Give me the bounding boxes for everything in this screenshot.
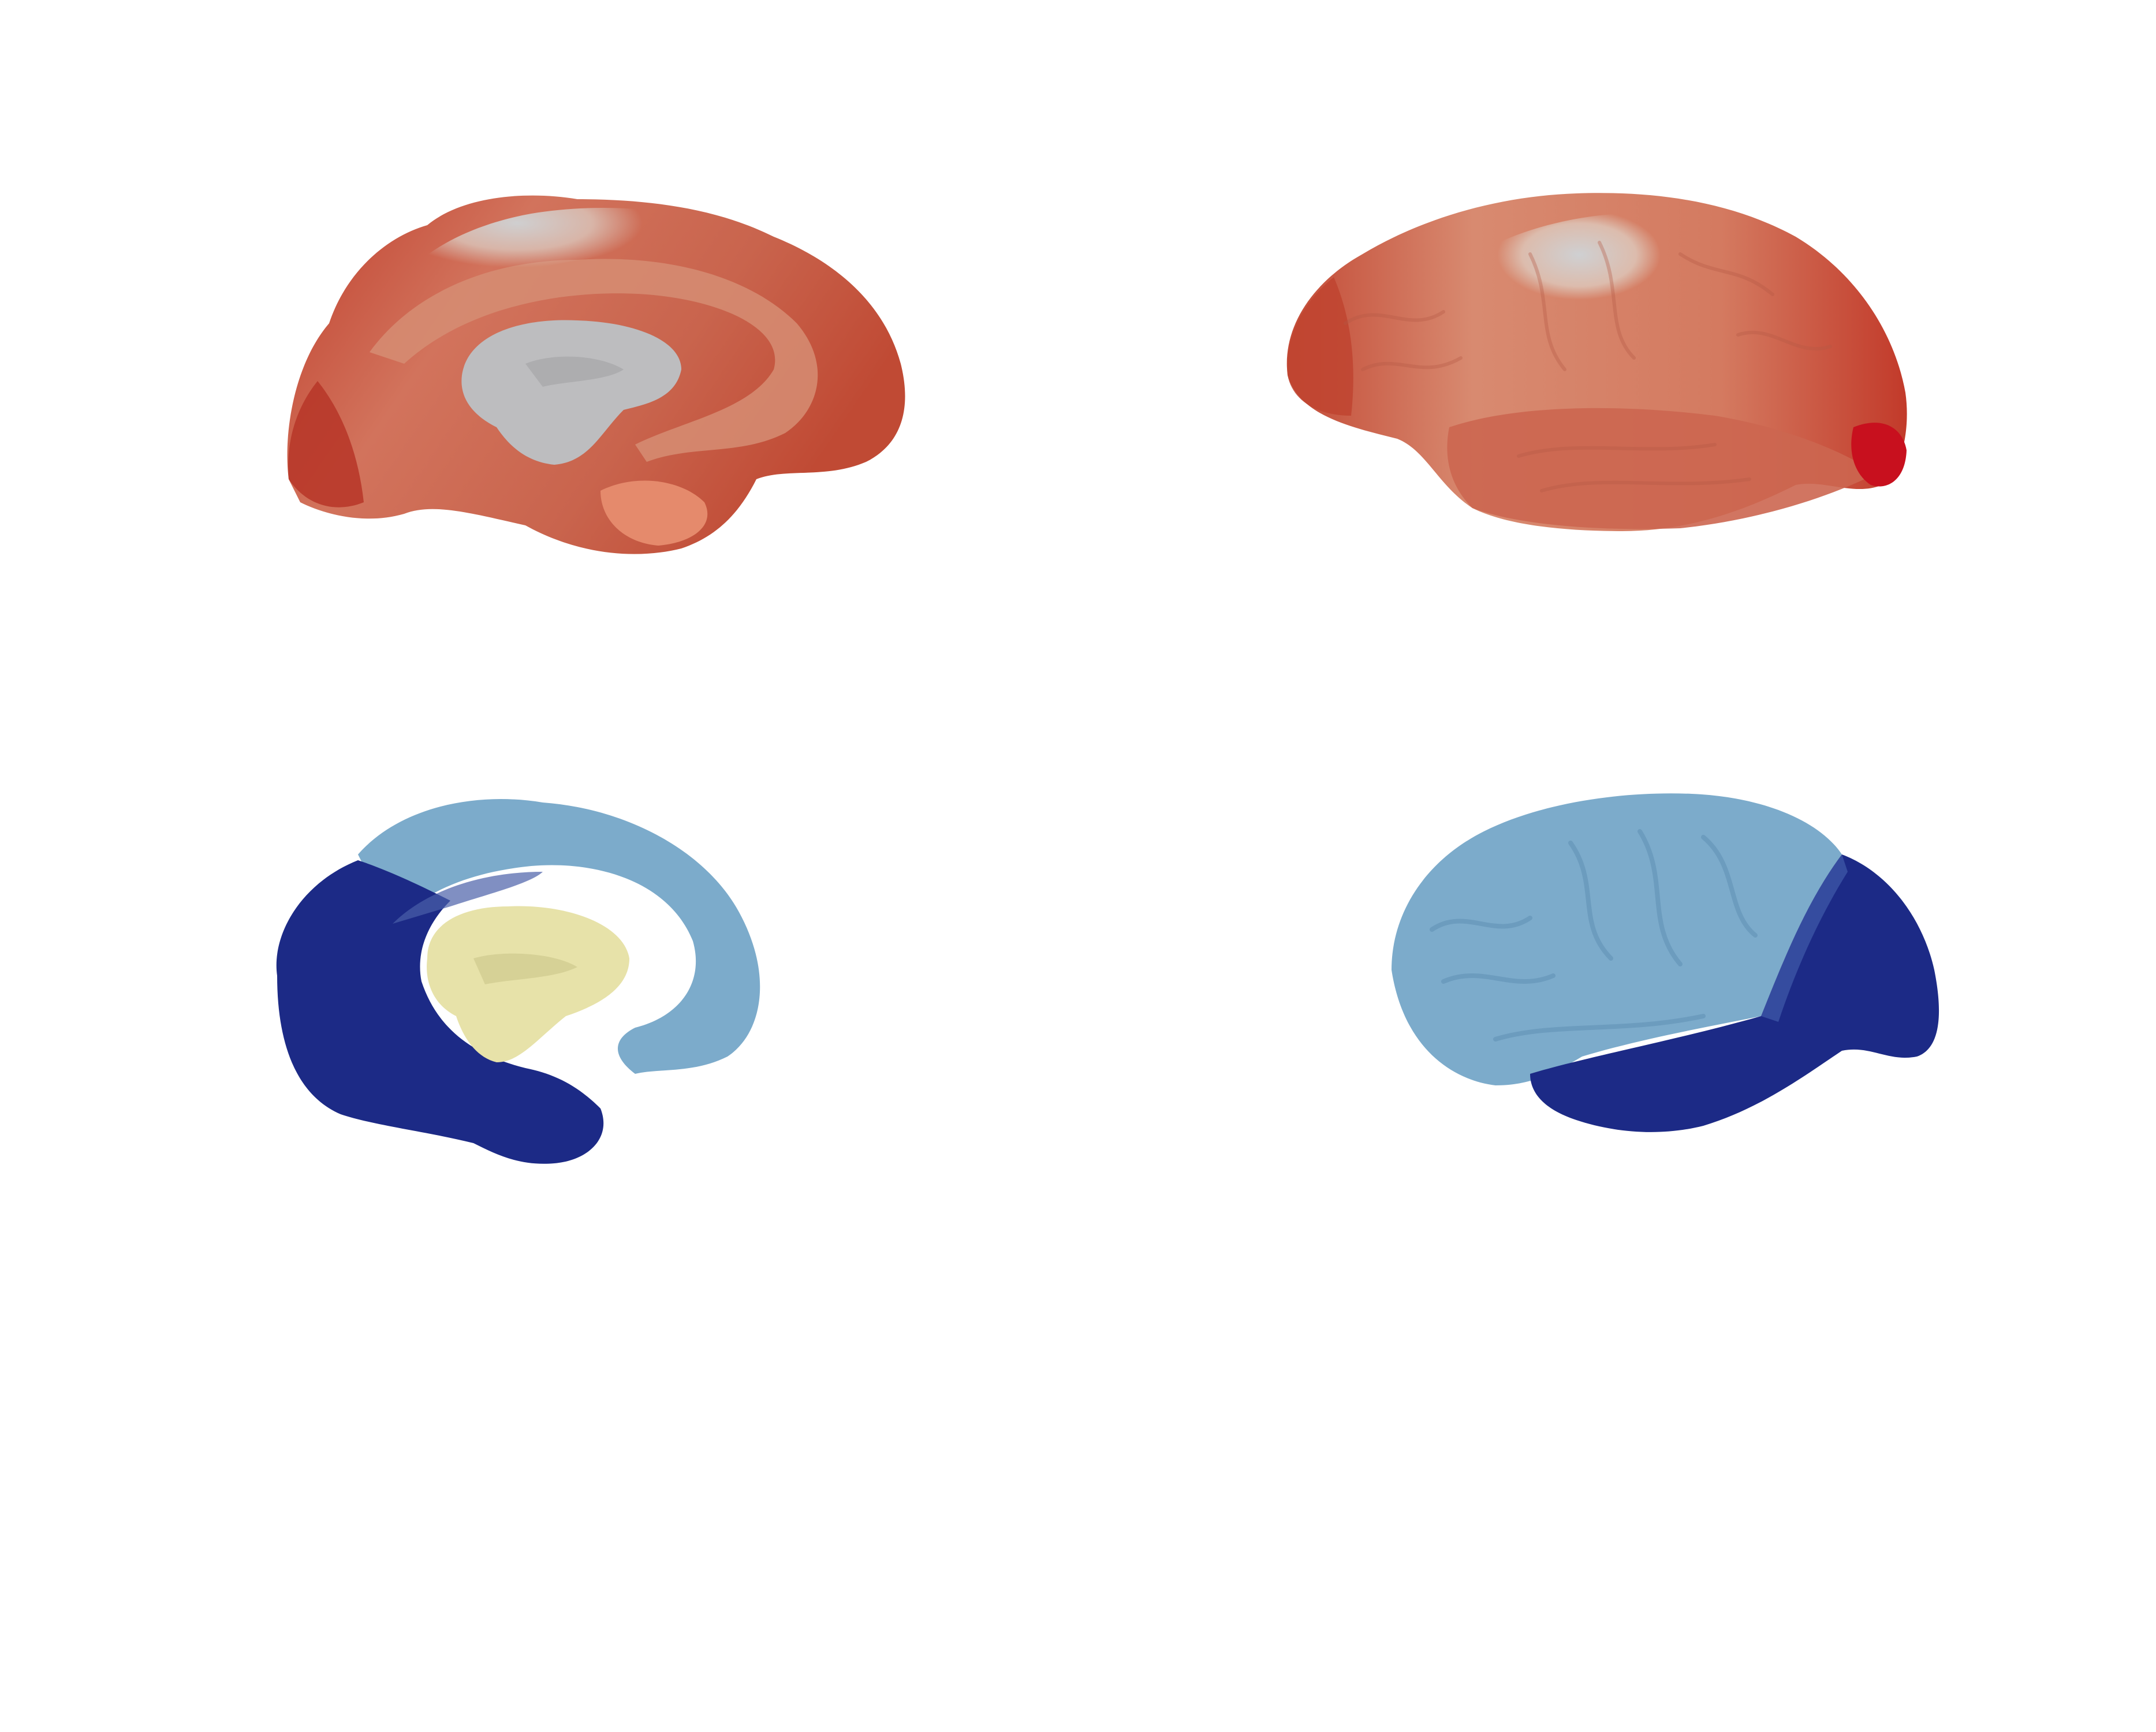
medial-surface-continuous-map [277, 191, 958, 560]
medial-surface-continuous-svg [277, 191, 958, 560]
medial-surface-discrete-svg [254, 785, 849, 1166]
lateral-surface-continuous-svg [1276, 185, 1940, 543]
lateral-surface-discrete-map [1380, 785, 1952, 1155]
lateral-surface-discrete-svg [1380, 785, 1952, 1155]
lateral-surface-continuous-map [1276, 185, 1940, 543]
medial-surface-discrete-map [254, 785, 849, 1166]
